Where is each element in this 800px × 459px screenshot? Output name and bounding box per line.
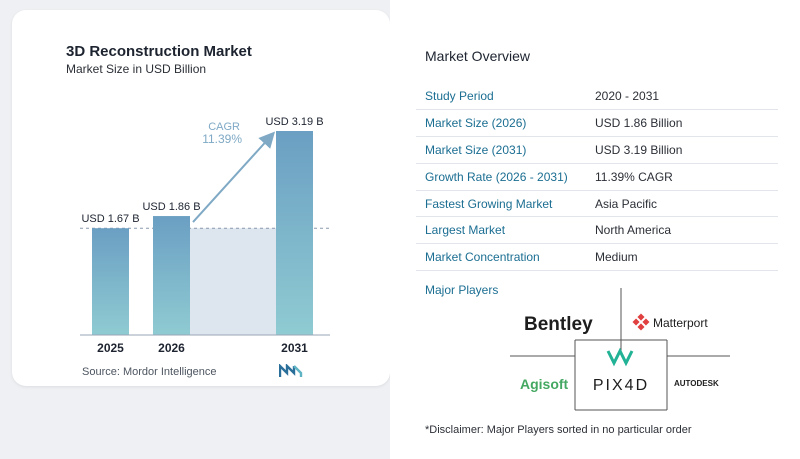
- data-label-2031: USD 3.19 B: [265, 116, 323, 128]
- overview-table: Study Period 2020 - 2031 Market Size (202…: [416, 83, 778, 272]
- major-players-logo-grid: Bentley Matterport Agisoft PIX4D AUTODES…: [510, 288, 730, 411]
- matterport-logo: Matterport: [653, 316, 708, 330]
- chart-title: 3D Reconstruction Market: [66, 43, 252, 60]
- bentley-logo: Bentley: [524, 314, 593, 335]
- forecast-shade: [190, 228, 276, 335]
- x-tick-2025: 2025: [97, 341, 124, 355]
- overview-value: 11.39% CAGR: [586, 163, 778, 191]
- overview-key: Market Size (2031): [416, 136, 586, 164]
- market-size-bar-chart: USD 1.67 B 2025 USD 1.86 B 2026 USD 3.19 B 20…: [80, 116, 330, 355]
- agisoft-logo: Agisoft: [520, 376, 569, 392]
- pix4d-logo-icon: [606, 347, 634, 367]
- overview-value: Asia Pacific: [586, 190, 778, 218]
- major-players-title: Major Players: [425, 283, 499, 297]
- matterport-logo-icon: [632, 313, 650, 331]
- mordor-intelligence-logo-icon: [279, 364, 303, 377]
- data-label-2026: USD 1.86 B: [142, 201, 200, 213]
- cagr-label: CAGR: [208, 121, 240, 133]
- overview-row: Study Period 2020 - 2031: [416, 83, 778, 111]
- overview-key: Market Size (2026): [416, 109, 586, 138]
- cagr-arrow: [192, 131, 276, 223]
- disclaimer-note: *Disclaimer: Major Players sorted in no …: [425, 424, 692, 436]
- bar-2031: [276, 131, 313, 335]
- pix4d-logo: PIX4D: [593, 377, 649, 394]
- overview-key: Study Period: [416, 83, 586, 111]
- overview-value: USD 1.86 Billion: [586, 109, 778, 138]
- overview-row: Fastest Growing Market Asia Pacific: [416, 190, 778, 218]
- autodesk-logo: AUTODESK: [674, 379, 719, 388]
- source-note: Source: Mordor Intelligence: [82, 366, 217, 378]
- overview-key: Growth Rate (2026 - 2031): [416, 163, 586, 191]
- x-tick-2031: 2031: [281, 341, 308, 355]
- overview-row: Largest Market North America: [416, 216, 778, 245]
- overview-title: Market Overview: [425, 48, 531, 64]
- overview-row: Market Size (2026) USD 1.86 Billion: [416, 109, 778, 138]
- overview-value: 2020 - 2031: [586, 83, 778, 111]
- overview-row: Growth Rate (2026 - 2031) 11.39% CAGR: [416, 163, 778, 191]
- overview-key: Largest Market: [416, 216, 586, 245]
- overview-key: Fastest Growing Market: [416, 190, 586, 218]
- bar-2026: [153, 216, 190, 335]
- overview-row: Market Size (2031) USD 3.19 Billion: [416, 136, 778, 164]
- data-label-2025: USD 1.67 B: [81, 213, 139, 225]
- overview-row: Market Concentration Medium: [416, 243, 778, 272]
- overview-value: North America: [586, 216, 778, 245]
- overview-value: USD 3.19 Billion: [586, 136, 778, 164]
- chart-subtitle: Market Size in USD Billion: [66, 62, 207, 76]
- x-tick-2026: 2026: [158, 341, 185, 355]
- overview-value: Medium: [586, 243, 778, 272]
- cagr-value: 11.39%: [202, 132, 242, 146]
- overview-key: Market Concentration: [416, 243, 586, 272]
- bar-2025: [92, 228, 129, 335]
